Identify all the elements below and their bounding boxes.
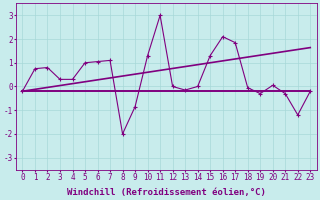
X-axis label: Windchill (Refroidissement éolien,°C): Windchill (Refroidissement éolien,°C) [67,188,266,197]
